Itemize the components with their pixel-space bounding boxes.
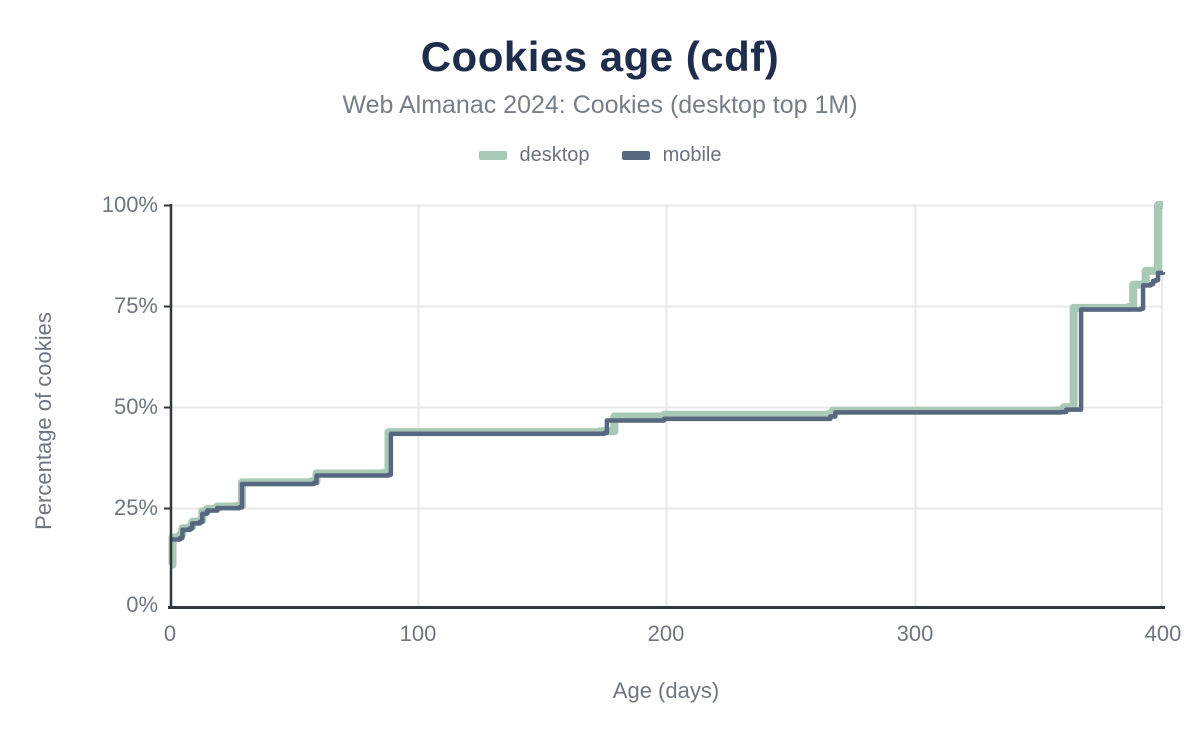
y-tick-label: 50% <box>113 394 158 419</box>
x-tick-label: 200 <box>647 621 685 646</box>
y-tick-label: 75% <box>113 293 158 318</box>
axes <box>164 204 1165 609</box>
legend-label-desktop: desktop <box>519 143 590 166</box>
y-axis-title: Percentage of cookies <box>31 312 56 530</box>
x-tick-label: 100 <box>399 621 437 646</box>
legend-item-mobile[interactable]: mobile <box>621 143 722 167</box>
legend: desktop mobile <box>0 142 1200 168</box>
legend-label-mobile: mobile <box>662 143 722 166</box>
series-mobile-line <box>170 270 1166 542</box>
chart-subtitle: Web Almanac 2024: Cookies (desktop top 1… <box>342 91 858 119</box>
mobile-series-swatch-icon <box>621 150 650 160</box>
x-axis-title: Age (days) <box>612 678 720 703</box>
x-tick-label: 0 <box>163 621 177 646</box>
y-tick-label: 25% <box>113 495 158 520</box>
x-tick-label: 400 <box>1144 621 1182 646</box>
y-tick-label: 0% <box>126 592 158 617</box>
series-group <box>168 201 1166 569</box>
desktop-series-swatch-icon <box>478 150 507 160</box>
y-axis-ticks: 100% 75% 50% 25% 0% <box>0 0 158 742</box>
legend-item-desktop[interactable]: desktop <box>478 143 590 167</box>
chart-title: Cookies age (cdf) <box>420 33 780 80</box>
x-tick-label: 300 <box>896 621 934 646</box>
y-tick-label: 100% <box>101 192 158 217</box>
